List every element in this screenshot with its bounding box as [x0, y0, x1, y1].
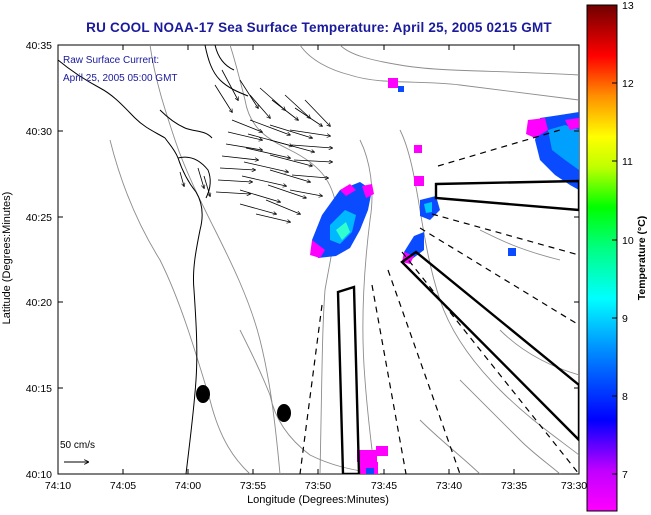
- x-tick-label: 73:30: [561, 480, 587, 492]
- x-tick-label: 74:05: [110, 480, 136, 492]
- y-tick-label: 40:15: [26, 383, 52, 395]
- coastline: [58, 45, 249, 474]
- x-tick-label: 73:40: [436, 480, 462, 492]
- colorbar-scale: [586, 4, 618, 512]
- x-tick-label: 73:35: [501, 480, 527, 492]
- x-tick-label: 73:45: [371, 480, 397, 492]
- colorbar-tick: 8: [622, 391, 628, 403]
- y-axis: 40:35 40:30 40:25 40:20 40:15 40:10: [26, 40, 579, 481]
- y-tick-label: 40:20: [26, 297, 52, 309]
- colorbar-tick: 12: [622, 78, 634, 90]
- plot-frame: [57, 44, 580, 475]
- x-axis: 74:10 74:05 74:00 73:55 73:50 73:45 73:4…: [45, 45, 587, 492]
- transect-boxes: [336, 179, 579, 474]
- current-vectors: [179, 69, 332, 222]
- colorbar-tick: 11: [622, 156, 633, 168]
- buoy-marker-west: [196, 385, 210, 403]
- y-tick-label: 40:10: [26, 469, 52, 481]
- x-tick-label: 74:10: [45, 480, 71, 492]
- dashed-tracks: [299, 129, 579, 474]
- colorbar-tick: 9: [622, 313, 628, 325]
- y-tick-label: 40:30: [26, 126, 52, 138]
- current-date: April 25, 2005 05:00 GMT: [63, 73, 178, 84]
- y-tick-label: 40:35: [26, 40, 52, 52]
- buoy-marker-east: [277, 404, 291, 422]
- colorbar: 13 12 11 10 9 8 7 Temperature (°C): [586, 0, 648, 512]
- colorbar-title: Temperature (°C): [636, 216, 648, 301]
- colorbar-tick: 13: [622, 0, 634, 12]
- x-axis-title: Longitude (Degrees:Minutes): [247, 494, 389, 506]
- x-tick-label: 74:00: [175, 480, 201, 492]
- colorbar-tick: 10: [622, 235, 634, 247]
- y-tick-label: 40:25: [26, 212, 52, 224]
- colorbar-tick: 7: [622, 469, 628, 481]
- current-label: Raw Surface Current:: [63, 55, 159, 66]
- map-title: RU COOL NOAA-17 Sea Surface Temperature:…: [86, 20, 552, 35]
- y-axis-title: Latitude (Degrees:Minutes): [1, 192, 13, 325]
- x-tick-label: 73:55: [240, 480, 266, 492]
- scale-label: 50 cm/s: [60, 440, 95, 451]
- x-tick-label: 73:50: [305, 480, 331, 492]
